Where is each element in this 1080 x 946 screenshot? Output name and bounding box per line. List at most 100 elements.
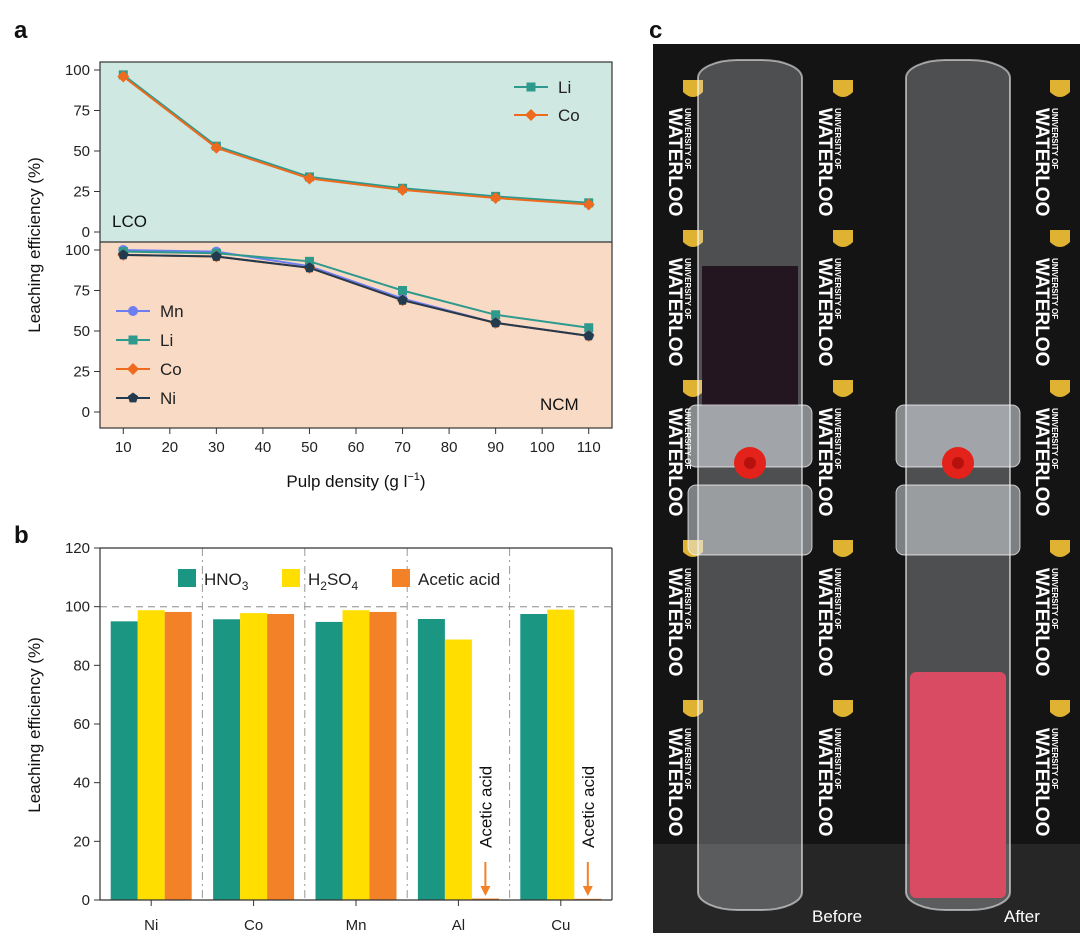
after-red-cap-center bbox=[952, 457, 964, 469]
ncm-line-ni bbox=[123, 253, 589, 337]
b-y-tick-label: 20 bbox=[73, 833, 90, 850]
bar-mn-acetic-acid bbox=[369, 611, 397, 900]
ncm-legend-label-mn: Mn bbox=[160, 302, 184, 321]
legend-label-acetic-acid: Acetic acid bbox=[418, 570, 500, 589]
banner-university-text: UNIVERSITY OF bbox=[1050, 108, 1059, 169]
b-y-tick-label: 80 bbox=[73, 657, 90, 674]
waterloo-shield-icon bbox=[1050, 230, 1070, 247]
ncm-point-li bbox=[304, 256, 314, 266]
banner-university-text: UNIVERSITY OF bbox=[683, 568, 692, 629]
ncm-legend-label-co: Co bbox=[160, 360, 182, 379]
banner-waterloo-text: WATERLOO bbox=[664, 568, 685, 676]
before-label: Before bbox=[812, 907, 862, 926]
legend-swatch-acetic-acid bbox=[392, 569, 410, 587]
ncm-legend-label-ni: Ni bbox=[160, 389, 176, 408]
lco-legend-label-li: Li bbox=[558, 78, 571, 97]
a-x-tick-label: 40 bbox=[255, 439, 272, 456]
waterloo-shield-icon bbox=[833, 700, 853, 717]
banner-university-text: UNIVERSITY OF bbox=[833, 728, 842, 789]
ncm-plot-background bbox=[100, 242, 612, 428]
ncm-point-li bbox=[584, 323, 594, 333]
lco-y-tick-label: 25 bbox=[73, 184, 90, 201]
bar-mn-h2so4 bbox=[342, 610, 370, 900]
waterloo-shield-icon bbox=[833, 230, 853, 247]
lco-point-co bbox=[582, 198, 595, 211]
a-x-tick-label: 90 bbox=[487, 439, 504, 456]
banner-university-text: UNIVERSITY OF bbox=[833, 568, 842, 629]
lco-y-tick-label: 100 bbox=[65, 62, 90, 79]
lco-y-tick-label: 75 bbox=[73, 103, 90, 120]
a-x-tick-label: 60 bbox=[348, 439, 365, 456]
ncm-point-ni bbox=[304, 262, 315, 273]
banner-waterloo-text: WATERLOO bbox=[1031, 258, 1052, 366]
banner-waterloo-text: WATERLOO bbox=[1031, 728, 1052, 836]
lco-point-co bbox=[396, 183, 409, 196]
ncm-point-li bbox=[398, 286, 408, 295]
lco-point-co bbox=[210, 141, 223, 154]
bar-ni-acetic-acid bbox=[164, 611, 192, 900]
ncm-legend-marker-li bbox=[128, 335, 138, 345]
lco-plot-background bbox=[100, 62, 612, 242]
b-legend: HNO3 H2SO4 Acetic acid bbox=[178, 569, 500, 593]
panel-b-bar-chart: Ni Co Mn Al Cu 0 20 40 60 80 100 120 HNO3 H2SO4 Ace… bbox=[25, 540, 613, 934]
ncm-point-ni bbox=[118, 249, 129, 260]
banner-university-text: UNIVERSITY OF bbox=[683, 108, 692, 169]
banner-university-text: UNIVERSITY OF bbox=[683, 258, 692, 319]
banner-university-text: UNIVERSITY OF bbox=[1050, 728, 1059, 789]
lco-point-co bbox=[489, 191, 502, 204]
waterloo-shield-icon bbox=[1050, 380, 1070, 397]
ncm-y-tick-label: 75 bbox=[73, 283, 90, 300]
lco-legend-marker-li bbox=[526, 82, 536, 92]
legend-label-h2so4: H2SO4 bbox=[308, 570, 359, 593]
b-y-tick-label: 60 bbox=[73, 716, 90, 733]
ncm-legend-marker-mn bbox=[128, 306, 138, 316]
ncm-point-ni bbox=[583, 330, 594, 341]
banner-waterloo-text: WATERLOO bbox=[664, 258, 685, 366]
legend-label-hno3: HNO3 bbox=[204, 570, 249, 593]
lco-point-co bbox=[117, 70, 130, 83]
bar-al-h2so4 bbox=[444, 639, 472, 900]
a-x-tick-label: 10 bbox=[115, 439, 132, 456]
ncm-point-ni bbox=[211, 251, 222, 261]
lco-y-tick-label: 50 bbox=[73, 143, 90, 160]
after-liquid bbox=[910, 672, 1006, 898]
panel-letter-b: b bbox=[14, 522, 29, 549]
after-tube: After bbox=[895, 59, 1040, 926]
banner-waterloo-text: WATERLOO bbox=[814, 408, 835, 516]
panel-letter-a: a bbox=[14, 17, 28, 44]
lco-label: LCO bbox=[112, 212, 147, 231]
b-y-tick-label: 120 bbox=[65, 540, 90, 557]
waterloo-shield-icon bbox=[833, 540, 853, 557]
a-x-tick-label: 110 bbox=[577, 439, 601, 456]
ncm-point-li bbox=[491, 310, 501, 320]
annotation-cu-acetic-acid: Acetic acid bbox=[579, 766, 598, 848]
bar-co-hno3 bbox=[213, 619, 241, 900]
a-x-tick-label: 70 bbox=[394, 439, 411, 456]
banner-waterloo-text: WATERLOO bbox=[814, 108, 835, 216]
ncm-y-tick-label: 0 bbox=[82, 404, 90, 421]
banner-university-text: UNIVERSITY OF bbox=[833, 108, 842, 169]
b-y-axis-label: Leaching efficiency (%) bbox=[25, 637, 44, 812]
banner-university-text: UNIVERSITY OF bbox=[833, 258, 842, 319]
banner-waterloo-text: WATERLOO bbox=[664, 728, 685, 836]
a-x-tick-label: 20 bbox=[161, 439, 178, 456]
before-tube: Before bbox=[687, 59, 862, 926]
before-liquid bbox=[702, 266, 798, 406]
a-x-tick-label: 50 bbox=[301, 439, 318, 456]
waterloo-shield-icon bbox=[833, 380, 853, 397]
lco-point-co bbox=[303, 172, 316, 185]
legend-swatch-h2so4 bbox=[282, 569, 300, 587]
bar-co-h2so4 bbox=[240, 613, 268, 900]
lco-line-co bbox=[122, 75, 589, 206]
b-y-tick-label: 0 bbox=[82, 892, 90, 909]
b-x-tick-label: Al bbox=[452, 917, 465, 934]
after-lower-collar bbox=[895, 484, 1021, 556]
banner-waterloo-text: WATERLOO bbox=[814, 258, 835, 366]
